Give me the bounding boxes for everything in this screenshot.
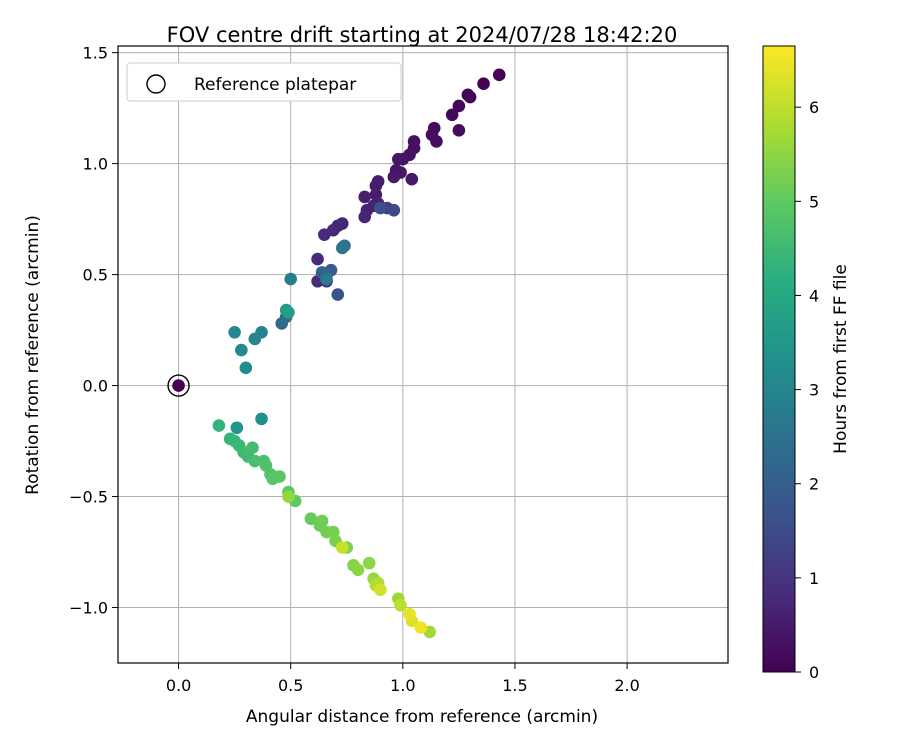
data-point	[273, 470, 286, 483]
legend: Reference platepar	[126, 62, 402, 102]
data-point	[255, 412, 268, 426]
data-point	[335, 241, 349, 255]
data-point	[239, 361, 253, 375]
data-point	[414, 621, 428, 634]
y-tick-label: 0.0	[83, 377, 108, 396]
y-tick-label: −1.0	[69, 599, 108, 618]
data-point	[331, 288, 345, 301]
y-tick-label: 1.0	[83, 155, 108, 174]
y-tick-label: −0.5	[69, 488, 108, 507]
plot-frame	[117, 45, 729, 664]
y-tick-label: 1.5	[83, 44, 108, 63]
data-point	[374, 201, 387, 215]
data-point	[492, 68, 506, 82]
data-point	[452, 99, 466, 113]
chart-title: FOV centre drift starting at 2024/07/28 …	[167, 23, 678, 47]
data-point	[387, 203, 401, 217]
colorbar-tick-label: 6	[809, 98, 819, 117]
x-axis-label: Angular distance from reference (arcmin)	[246, 707, 598, 727]
x-axis-ticks: 0.0 0.5 1.0 1.5 2.0	[166, 663, 640, 695]
data-point	[172, 379, 185, 392]
data-point	[403, 607, 416, 621]
data-point	[228, 326, 241, 339]
data-point	[405, 172, 419, 186]
data-point	[282, 306, 295, 319]
data-point	[212, 419, 226, 432]
data-point	[320, 272, 333, 286]
x-tick-label: 0.0	[166, 676, 191, 695]
reference-marker	[167, 374, 190, 397]
colorbar-ticks: 0 1 2 3 4 5 6	[795, 98, 819, 682]
x-tick-label: 2.0	[614, 676, 639, 695]
data-point	[452, 124, 466, 137]
colorbar-gradient	[762, 45, 796, 673]
data-point	[394, 598, 407, 612]
x-tick-label: 1.0	[390, 676, 415, 695]
data-points	[167, 68, 506, 639]
y-tick-label: 0.5	[83, 266, 108, 285]
colorbar: 0 1 2 3 4 5 6 Hours from first FF file	[762, 45, 851, 682]
data-point	[374, 583, 387, 597]
legend-box	[126, 62, 402, 102]
colorbar-tick-label: 4	[809, 286, 819, 305]
data-point	[335, 541, 349, 554]
data-point	[318, 228, 331, 241]
colorbar-label: Hours from first FF file	[831, 264, 851, 454]
data-point	[477, 77, 490, 91]
data-point	[315, 514, 329, 528]
legend-label-reference: Reference platepar	[194, 75, 356, 95]
data-point	[248, 454, 262, 468]
x-tick-label: 1.5	[502, 676, 527, 695]
x-tick-label: 0.5	[278, 676, 303, 695]
data-point	[358, 190, 371, 204]
data-point	[430, 135, 443, 148]
colorbar-tick-label: 5	[809, 192, 819, 211]
data-point	[392, 152, 405, 166]
data-point	[248, 332, 262, 346]
data-point	[351, 563, 365, 577]
colorbar-tick-label: 1	[809, 569, 819, 588]
colorbar-tick-label: 2	[809, 475, 819, 494]
data-point	[358, 210, 371, 224]
legend-marker-reference	[146, 74, 166, 94]
data-point	[230, 421, 244, 435]
data-point	[461, 88, 475, 102]
data-point	[311, 252, 324, 266]
data-point	[304, 512, 318, 526]
y-axis-ticks: −1.0 −0.5 0.0 0.5 1.0 1.5	[69, 44, 118, 618]
colorbar-tick-label: 3	[809, 381, 819, 400]
data-point	[246, 441, 259, 455]
data-point	[387, 170, 401, 184]
grid-lines	[118, 46, 728, 663]
data-point	[445, 108, 459, 122]
data-point	[369, 179, 383, 193]
data-point	[284, 272, 297, 286]
data-point	[282, 490, 295, 503]
data-point	[235, 343, 248, 357]
data-point	[362, 556, 376, 570]
y-axis-label: Rotation from reference (arcmin)	[23, 215, 43, 495]
colorbar-tick-label: 0	[809, 663, 819, 682]
